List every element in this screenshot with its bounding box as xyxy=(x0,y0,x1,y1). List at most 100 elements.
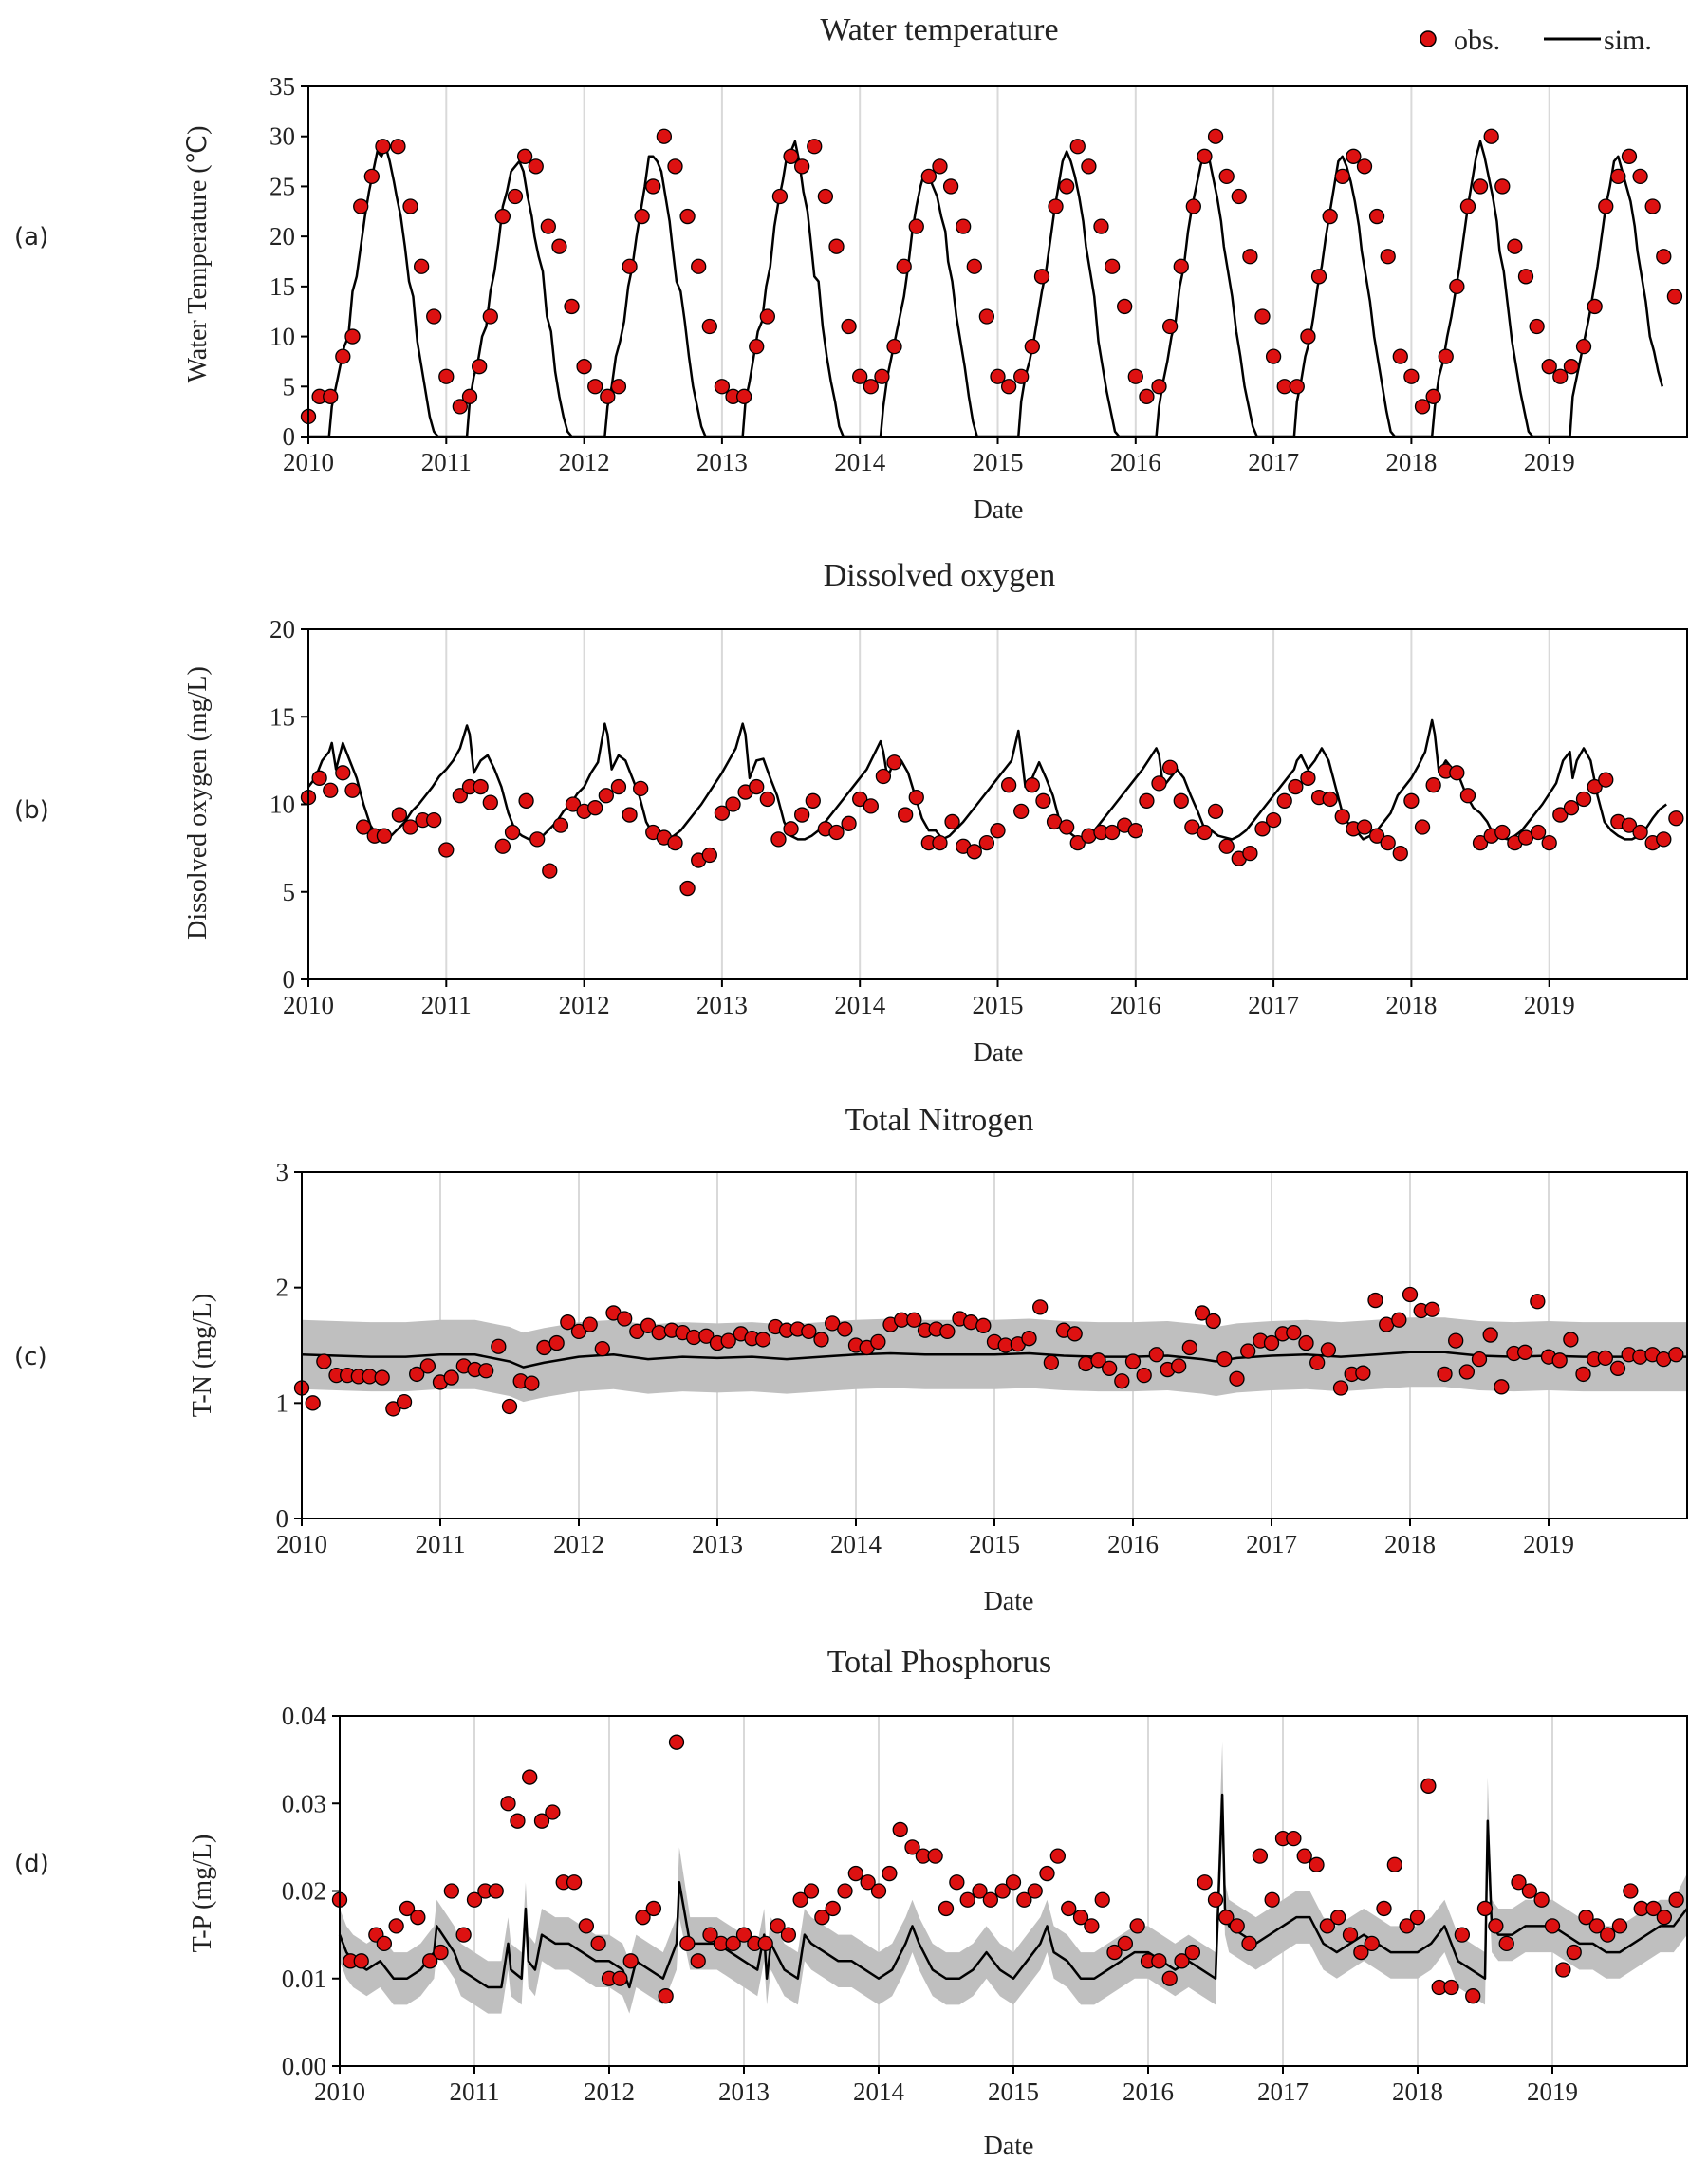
obs-point xyxy=(1380,249,1396,265)
obs-point xyxy=(949,1874,965,1891)
obs-point xyxy=(1218,838,1235,854)
obs-point xyxy=(1265,348,1282,364)
obs-point xyxy=(701,318,717,335)
obs-point xyxy=(1207,128,1224,144)
obs-point xyxy=(1425,388,1441,404)
obs-point xyxy=(491,1338,507,1354)
obs-point xyxy=(978,308,995,325)
obs-point xyxy=(1368,208,1385,225)
obs-point xyxy=(385,1401,401,1417)
obs-point xyxy=(1139,792,1155,809)
obs-point xyxy=(1472,834,1489,851)
obs-point xyxy=(1666,289,1683,305)
obs-point xyxy=(455,1927,472,1943)
obs-point xyxy=(598,788,614,804)
obs-point xyxy=(1124,1353,1142,1369)
x-axis-label: Date xyxy=(974,495,1024,525)
y-tick-label: 15 xyxy=(269,702,295,731)
obs-point xyxy=(1241,1935,1257,1951)
obs-point xyxy=(1588,1918,1606,1934)
axis-ticks: 0.00 0.01 0.02 0.03 0.04 2010 2011 2012 2013 2014… xyxy=(282,1702,1578,2106)
obs-point xyxy=(1632,168,1648,185)
y-tick-label: 0.04 xyxy=(282,1702,327,1730)
obs-point xyxy=(426,811,442,829)
panel-d: (d) Total Phosphorus T-P (mg/L) Date 0.0… xyxy=(14,1645,1688,2161)
obs-point xyxy=(582,1316,598,1332)
obs-point xyxy=(1494,824,1511,841)
obs-point xyxy=(1533,1891,1550,1908)
sim-line xyxy=(301,1351,1687,1369)
obs-point xyxy=(966,258,982,274)
obs-point xyxy=(600,388,616,404)
legend-obs-marker xyxy=(1420,30,1437,47)
obs-point xyxy=(1587,778,1603,795)
obs-point xyxy=(714,805,731,821)
obs-point xyxy=(783,148,799,164)
obs-point xyxy=(540,218,556,234)
panel-a: (a) Water temperature Water Temperature … xyxy=(14,12,1688,525)
obs-point xyxy=(1482,1327,1498,1343)
obs-point xyxy=(590,1935,606,1951)
obs-point xyxy=(1566,1944,1582,1961)
obs-point xyxy=(316,1353,332,1369)
obs-point xyxy=(1600,1927,1616,1943)
obs-point xyxy=(391,807,408,823)
obs-point xyxy=(1353,1944,1369,1961)
x-tick-label: 2014 xyxy=(834,991,886,1019)
obs-point xyxy=(1207,1891,1224,1908)
obs-point xyxy=(1129,1918,1145,1934)
obs-point xyxy=(852,368,868,384)
obs-point xyxy=(1048,198,1064,214)
obs-point xyxy=(1563,1332,1579,1348)
sim-series xyxy=(301,1351,1687,1369)
obs-point xyxy=(560,1314,576,1331)
obs-point xyxy=(335,765,351,781)
x-tick-label: 2014 xyxy=(853,2077,905,2106)
obs-point xyxy=(1656,1910,1673,1926)
obs-point xyxy=(645,1900,662,1917)
obs-point xyxy=(566,1874,583,1891)
obs-point xyxy=(1173,258,1189,274)
legend-sim-label: sim. xyxy=(1604,25,1652,56)
obs-point xyxy=(1032,1299,1049,1315)
obs-point xyxy=(1000,379,1017,395)
obs-point xyxy=(725,796,741,812)
obs-point xyxy=(402,198,418,214)
panel-b: (b) Dissolved oxygen Dissolved oxygen (m… xyxy=(14,558,1688,1068)
obs-point xyxy=(1148,1347,1164,1363)
obs-point xyxy=(698,1328,715,1344)
x-tick-label: 2019 xyxy=(1524,991,1575,1019)
obs-point xyxy=(587,379,603,395)
obs-point xyxy=(759,791,775,808)
obs-point xyxy=(565,796,582,812)
obs-point xyxy=(1151,379,1167,395)
obs-point xyxy=(932,834,948,851)
obs-point xyxy=(1376,1900,1392,1917)
obs-point xyxy=(1309,1354,1326,1370)
obs-point xyxy=(828,238,845,254)
x-tick-label: 2013 xyxy=(692,1530,743,1558)
obs-point xyxy=(1465,1988,1481,2004)
obs-series xyxy=(293,1286,1684,1417)
obs-point xyxy=(564,298,580,315)
axis-ticks: 0 1 2 3 2010 2011 2012 2013 2014 2015 2016 2017 2018… xyxy=(276,1158,1575,1558)
y-tick-label: 25 xyxy=(269,172,295,200)
axis-ticks: 0 5 10 15 20 25 30 35 2010 2011 2012 2013 2014 2015 20… xyxy=(269,72,1575,476)
obs-point xyxy=(390,139,406,155)
obs-point xyxy=(1454,1927,1471,1943)
obs-point xyxy=(1309,1856,1325,1872)
obs-point xyxy=(533,1813,550,1829)
obs-point xyxy=(1449,765,1465,781)
y-tick-label: 0.00 xyxy=(282,2052,326,2080)
obs-point xyxy=(1494,1379,1510,1395)
x-axis-label: Date xyxy=(984,2132,1034,2161)
obs-point xyxy=(1598,198,1614,214)
obs-point xyxy=(1414,819,1431,835)
obs-point xyxy=(323,782,339,798)
obs-point xyxy=(701,847,717,864)
obs-point xyxy=(1059,819,1075,835)
obs-point xyxy=(355,819,372,835)
panel-label: (c) xyxy=(14,1343,47,1371)
obs-point xyxy=(335,348,351,364)
x-axis-label: Date xyxy=(984,1587,1034,1616)
